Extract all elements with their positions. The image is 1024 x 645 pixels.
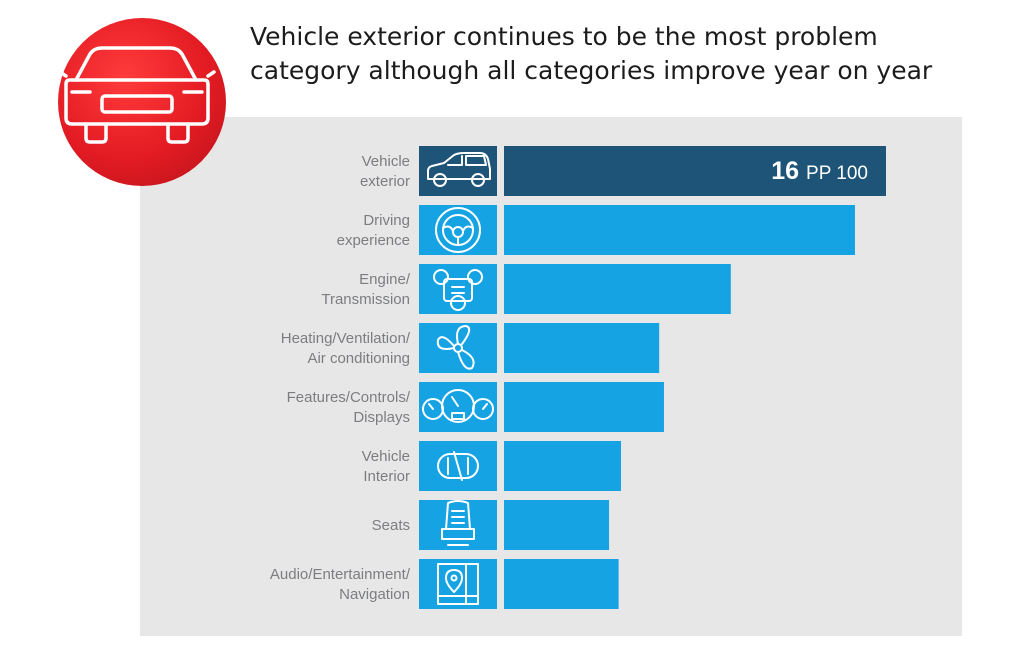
title-line-1: Vehicle exterior continues to be the mos… bbox=[250, 22, 878, 51]
bar bbox=[504, 441, 621, 491]
bar bbox=[504, 559, 619, 609]
map-pin-navigation-icon bbox=[437, 563, 479, 605]
data-label: 16 PP 100 bbox=[771, 157, 868, 185]
category-label-line: Transmission bbox=[321, 291, 410, 308]
category-label-line: Vehicle bbox=[362, 153, 410, 170]
car-side-icon bbox=[427, 152, 491, 187]
data-label-value: 16 bbox=[771, 157, 806, 185]
title-line-2: category although all categories improve… bbox=[250, 56, 933, 85]
category-label-line: Air conditioning bbox=[307, 350, 410, 367]
category-label-line: Driving bbox=[363, 212, 410, 229]
data-label-unit: PP 100 bbox=[806, 163, 868, 184]
category-label-line: Vehicle bbox=[362, 448, 410, 465]
car-interior-icon bbox=[437, 451, 479, 481]
category-icon-box bbox=[419, 559, 497, 609]
category-label-line: Displays bbox=[353, 409, 410, 426]
chart-title: Vehicle exterior continues to be the mos… bbox=[250, 20, 990, 88]
category-label-line: Audio/Entertainment/ bbox=[270, 566, 411, 583]
car-front-icon bbox=[58, 18, 226, 186]
steering-wheel-icon bbox=[435, 207, 481, 253]
category-icon-box bbox=[419, 264, 497, 314]
category-label-line: Navigation bbox=[339, 586, 410, 603]
category-label-line: Interior bbox=[363, 468, 410, 485]
engine-icon bbox=[433, 269, 483, 311]
bar bbox=[504, 323, 660, 373]
category-label-line: Heating/Ventilation/ bbox=[281, 330, 411, 347]
category-label-line: Seats bbox=[372, 517, 410, 534]
bar bbox=[504, 264, 731, 314]
bar bbox=[504, 205, 855, 255]
category-label-line: experience bbox=[337, 232, 410, 249]
seat-icon bbox=[441, 500, 475, 546]
category-label-line: exterior bbox=[360, 173, 410, 190]
dashboard-gauges-icon bbox=[422, 389, 494, 423]
category-icon-box bbox=[419, 500, 497, 550]
fan-icon bbox=[436, 325, 475, 370]
category-icon-box bbox=[419, 205, 497, 255]
category-label-line: Features/Controls/ bbox=[287, 389, 411, 406]
bar bbox=[504, 146, 886, 196]
category-label-line: Engine/ bbox=[359, 271, 411, 288]
bar bbox=[504, 500, 610, 550]
bar bbox=[504, 382, 664, 432]
